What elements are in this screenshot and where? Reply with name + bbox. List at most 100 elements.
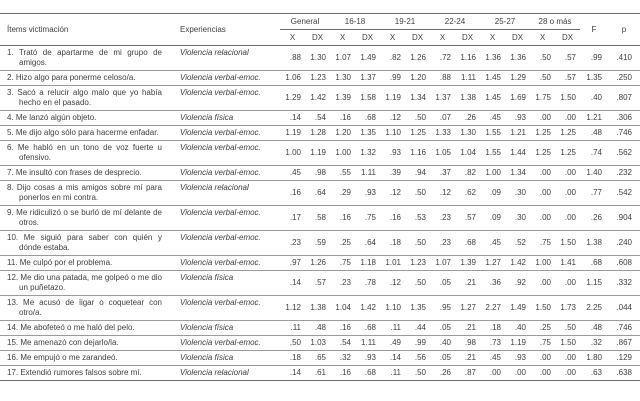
value-cell: 1.25 (555, 125, 580, 141)
value-cell: 1.00 (280, 140, 305, 166)
value-cell: 1.73 (555, 295, 580, 321)
experience-cell: Violencia física (178, 350, 280, 366)
item-cell: 4. Me lanzó algún objeto. (0, 110, 178, 126)
value-cell: .05 (430, 320, 455, 336)
value-cell: .23 (330, 270, 355, 296)
item-cell: 16. Me empujó o me zarandeó. (0, 350, 178, 366)
value-cell: 1.23 (305, 70, 330, 86)
value-cell: .00 (555, 270, 580, 296)
sd-header: DX (555, 29, 580, 46)
value-cell: .37 (430, 165, 455, 181)
item-cell: 11. Me culpó por el problema. (0, 255, 178, 271)
value-cell: .14 (380, 350, 405, 366)
value-cell: .23 (280, 230, 305, 256)
value-cell: .99 (405, 335, 430, 351)
experience-cell: Violencia verbal-emoc. (178, 85, 280, 111)
value-cell: 1.35 (405, 295, 430, 321)
value-cell: .11 (380, 365, 405, 381)
p-value-cell: .332 (608, 270, 640, 296)
p-value-cell: .240 (608, 230, 640, 256)
sd-header: DX (505, 29, 530, 46)
f-column-header: F (580, 13, 608, 46)
value-cell: .12 (430, 180, 455, 206)
value-cell: .21 (455, 350, 480, 366)
p-value-cell: .746 (608, 125, 640, 141)
p-value-cell: .232 (608, 165, 640, 181)
group-header-19-21: 19-21 (380, 13, 430, 30)
value-cell: .87 (455, 365, 480, 381)
experience-cell: Violencia verbal-emoc. (178, 335, 280, 351)
p-value-cell: .250 (608, 70, 640, 86)
mean-header: X (280, 29, 305, 46)
value-cell: .32 (330, 350, 355, 366)
value-cell: .16 (280, 180, 305, 206)
value-cell: .00 (530, 270, 555, 296)
value-cell: 1.50 (555, 230, 580, 256)
f-value-cell: .99 (580, 45, 608, 71)
value-cell: 1.30 (455, 125, 480, 141)
item-cell: 10. Me siguió para saber con quién y dón… (0, 230, 178, 256)
experience-cell: Violencia verbal-emoc. (178, 255, 280, 271)
value-cell: 1.38 (305, 295, 330, 321)
mean-header: X (530, 29, 555, 46)
value-cell: 1.55 (480, 125, 505, 141)
value-cell: 1.19 (280, 125, 305, 141)
mean-header: X (330, 29, 355, 46)
table-row: 5. Me dijo algo sólo para hacerme enfada… (0, 125, 640, 141)
table-row: 6. Me habló en un tono de voz fuerte u o… (0, 140, 640, 166)
table-row: 8. Dijo cosas a mis amigos sobre mí para… (0, 180, 640, 206)
value-cell: .50 (530, 45, 555, 71)
experience-cell: Violencia física (178, 320, 280, 336)
item-cell: 9. Me ridiculizó o se burló de mí delant… (0, 205, 178, 231)
value-cell: 1.25 (405, 125, 430, 141)
value-cell: .95 (430, 295, 455, 321)
table-row: 16. Me empujó o me zarandeó. Violencia fí… (0, 350, 640, 366)
value-cell: 1.18 (355, 255, 380, 271)
group-header-22-24: 22-24 (430, 13, 480, 30)
value-cell: .29 (330, 180, 355, 206)
value-cell: 1.39 (330, 85, 355, 111)
value-cell: .50 (405, 110, 430, 126)
value-cell: 1.12 (280, 295, 305, 321)
value-cell: .93 (505, 350, 530, 366)
value-cell: .23 (430, 205, 455, 231)
item-cell: 6. Me habló en un tono de voz fuerte u o… (0, 140, 178, 166)
value-cell: .25 (330, 230, 355, 256)
value-cell: .00 (530, 110, 555, 126)
value-cell: 1.07 (330, 45, 355, 71)
value-cell: .44 (405, 320, 430, 336)
value-cell: .16 (330, 320, 355, 336)
value-cell: 1.30 (330, 70, 355, 86)
value-cell: 1.26 (405, 45, 430, 71)
value-cell: .00 (530, 180, 555, 206)
value-cell: .54 (305, 110, 330, 126)
item-cell: 17. Extendió rumores falsos sobre mí. (0, 365, 178, 381)
value-cell: 1.07 (430, 255, 455, 271)
experiences-column-header: Experiencias (178, 13, 280, 46)
value-cell: 1.69 (505, 85, 530, 111)
table-row: 12. Me dio una patada, me golpeó o me di… (0, 270, 640, 296)
table-row: 2. Hizo algo para ponerme celoso/a. Viole… (0, 70, 640, 86)
value-cell: .65 (305, 350, 330, 366)
item-cell: 2. Hizo algo para ponerme celoso/a. (0, 70, 178, 86)
value-cell: .68 (455, 230, 480, 256)
experience-cell: Violencia verbal-emoc. (178, 230, 280, 256)
value-cell: .39 (380, 165, 405, 181)
p-value-cell: .638 (608, 365, 640, 381)
f-value-cell: .26 (580, 205, 608, 231)
value-cell: .93 (505, 110, 530, 126)
value-cell: 1.00 (330, 140, 355, 166)
p-value-cell: .129 (608, 350, 640, 366)
value-cell: .45 (480, 350, 505, 366)
f-value-cell: .68 (580, 255, 608, 271)
experience-cell: Violencia relacional (178, 180, 280, 206)
value-cell: 1.06 (280, 70, 305, 86)
value-cell: .40 (430, 335, 455, 351)
value-cell: .62 (455, 180, 480, 206)
value-cell: .45 (480, 230, 505, 256)
item-cell: 14. Me abofeteó o me haló del pelo. (0, 320, 178, 336)
value-cell: .98 (305, 165, 330, 181)
value-cell: .00 (530, 165, 555, 181)
value-cell: .07 (430, 110, 455, 126)
value-cell: 1.34 (405, 85, 430, 111)
